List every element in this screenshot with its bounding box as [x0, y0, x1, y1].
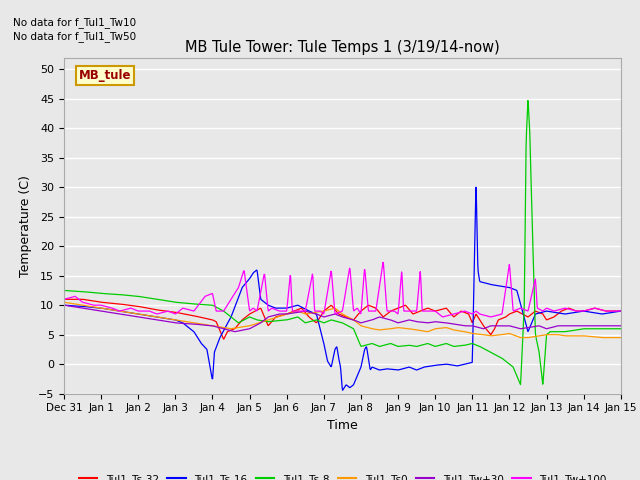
Title: MB Tule Tower: Tule Temps 1 (3/19/14-now): MB Tule Tower: Tule Temps 1 (3/19/14-now… [185, 40, 500, 55]
Tul1_Tw+100 [487, 314, 495, 320]
Tul1_Tw+100 [248, 307, 255, 312]
Tul1_Tw+30 [231, 329, 239, 335]
Tul1_Ts-16 [60, 302, 68, 308]
Tul1_Ts0 [154, 314, 162, 320]
Tul1_Ts-16 [134, 311, 141, 317]
Tul1_Ts0 [364, 325, 372, 331]
Tul1_Ts0 [301, 311, 309, 317]
Tul1_Ts-8 [301, 320, 309, 326]
Text: MB_tule: MB_tule [79, 70, 131, 83]
Tul1_Ts-32 [60, 297, 68, 302]
Tul1_Ts-32 [134, 303, 141, 309]
Tul1_Tw+30 [248, 324, 256, 330]
Tul1_Ts-16 [339, 387, 346, 393]
Tul1_Tw+30 [134, 314, 141, 320]
Line: Tul1_Ts-16: Tul1_Ts-16 [64, 187, 621, 390]
Tul1_Ts-32 [353, 313, 361, 319]
Line: Tul1_Tw+100: Tul1_Tw+100 [64, 262, 621, 317]
Tul1_Ts-32 [220, 336, 228, 342]
Tul1_Ts-8 [353, 333, 360, 339]
Tul1_Tw+100 [60, 297, 68, 302]
Tul1_Ts0 [248, 322, 255, 328]
Tul1_Tw+100 [617, 308, 625, 314]
Tul1_Ts-8 [516, 382, 524, 387]
Tul1_Ts-16 [154, 314, 162, 320]
Tul1_Ts-8 [60, 288, 68, 293]
Tul1_Ts-16 [472, 184, 480, 190]
Text: No data for f_Tul1_Tw50: No data for f_Tul1_Tw50 [13, 31, 136, 42]
Tul1_Ts-16 [301, 306, 309, 312]
Tul1_Tw+100 [364, 306, 372, 312]
Tul1_Ts-32 [365, 302, 372, 308]
Tul1_Tw+100 [379, 259, 387, 265]
Tul1_Ts0 [134, 311, 141, 317]
Tul1_Ts0 [617, 335, 625, 340]
Tul1_Ts-32 [154, 307, 162, 313]
Tul1_Ts-8 [617, 326, 625, 332]
Legend: Tul1_Ts-32, Tul1_Ts-16, Tul1_Ts-8, Tul1_Ts0, Tul1_Tw+30, Tul1_Tw+100: Tul1_Ts-32, Tul1_Ts-16, Tul1_Ts-8, Tul1_… [74, 470, 611, 480]
Line: Tul1_Tw+30: Tul1_Tw+30 [64, 305, 621, 332]
Tul1_Tw+100 [353, 306, 360, 312]
Tul1_Ts-16 [248, 273, 255, 278]
Tul1_Ts-8 [364, 342, 372, 348]
Tul1_Tw+100 [154, 311, 162, 317]
Tul1_Ts0 [353, 319, 360, 325]
Tul1_Tw+30 [353, 318, 361, 324]
Y-axis label: Temperature (C): Temperature (C) [19, 175, 33, 276]
Tul1_Tw+30 [365, 318, 372, 324]
Tul1_Ts-16 [365, 357, 372, 363]
Tul1_Tw+30 [617, 323, 625, 329]
Tul1_Ts-16 [353, 373, 361, 379]
X-axis label: Time: Time [327, 419, 358, 432]
Tul1_Ts-8 [134, 293, 141, 299]
Tul1_Ts-8 [524, 98, 532, 104]
Line: Tul1_Ts-32: Tul1_Ts-32 [64, 300, 621, 339]
Line: Tul1_Ts-8: Tul1_Ts-8 [64, 101, 621, 384]
Tul1_Tw+30 [302, 308, 310, 314]
Tul1_Ts-32 [617, 308, 625, 314]
Tul1_Tw+100 [301, 307, 309, 313]
Tul1_Ts-32 [302, 311, 310, 316]
Tul1_Ts0 [517, 335, 525, 340]
Text: No data for f_Tul1_Tw10: No data for f_Tul1_Tw10 [13, 17, 136, 28]
Tul1_Ts-16 [617, 308, 625, 314]
Tul1_Tw+30 [154, 317, 162, 323]
Tul1_Ts-8 [248, 315, 255, 321]
Tul1_Ts0 [60, 300, 68, 305]
Tul1_Ts-8 [154, 297, 162, 302]
Line: Tul1_Ts0: Tul1_Ts0 [64, 302, 621, 337]
Tul1_Ts-32 [248, 310, 256, 315]
Tul1_Tw+30 [60, 302, 68, 308]
Tul1_Tw+100 [134, 308, 141, 314]
